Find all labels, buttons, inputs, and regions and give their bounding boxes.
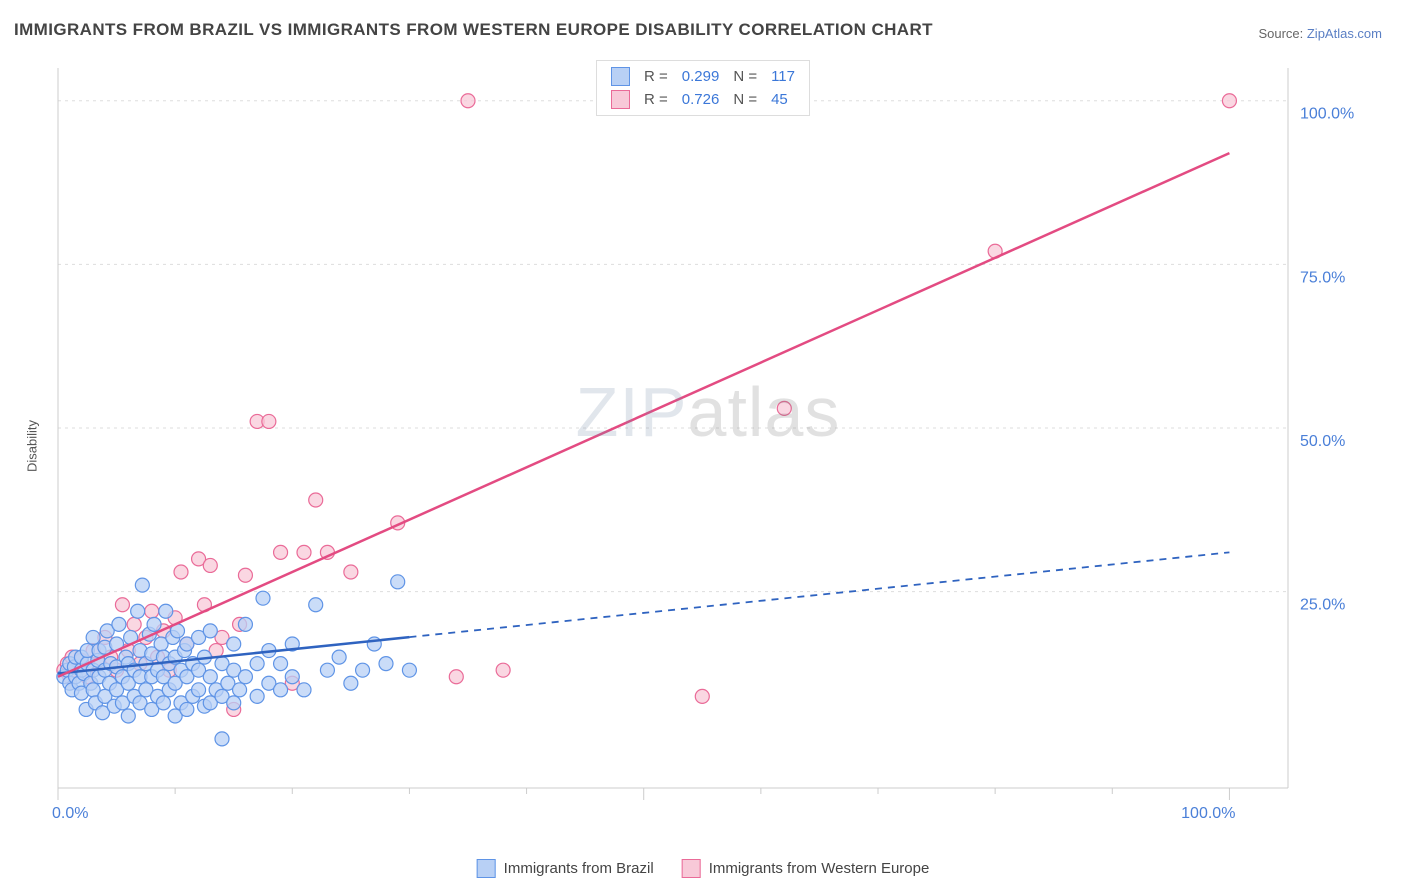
y-tick-label: 25.0% <box>1300 597 1345 614</box>
n-value: 117 <box>771 68 795 85</box>
legend-item: Immigrants from Brazil <box>477 859 654 878</box>
r-label: R = <box>644 91 668 108</box>
legend-swatch <box>682 859 701 878</box>
legend-swatch <box>611 67 630 86</box>
n-value: 45 <box>771 91 788 108</box>
x-tick-label: 0.0% <box>52 805 88 822</box>
source-label: Source: <box>1258 26 1306 41</box>
y-tick-label: 75.0% <box>1300 269 1345 286</box>
legend-row: R = 0.726 N = 45 <box>611 90 795 109</box>
y-axis-label: Disability <box>25 420 40 472</box>
n-label: N = <box>733 68 757 85</box>
y-tick-label: 50.0% <box>1300 433 1345 450</box>
chart-container: IMMIGRANTS FROM BRAZIL VS IMMIGRANTS FRO… <box>0 0 1406 892</box>
r-label: R = <box>644 68 668 85</box>
legend-item: Immigrants from Western Europe <box>682 859 930 878</box>
y-tick-label: 100.0% <box>1300 106 1354 123</box>
r-value: 0.299 <box>682 68 720 85</box>
legend-row: R = 0.299 N = 117 <box>611 67 795 86</box>
legend-swatch <box>611 90 630 109</box>
series-legend: Immigrants from Brazil Immigrants from We… <box>477 859 930 878</box>
source-attribution: Source: ZipAtlas.com <box>1258 26 1382 41</box>
scatter-svg: 25.0% 50.0% 75.0% 100.0% 0.0% 100.0% <box>48 58 1368 828</box>
correlation-legend: R = 0.299 N = 117 R = 0.726 N = 45 <box>596 60 810 116</box>
legend-label: Immigrants from Western Europe <box>709 860 930 877</box>
n-label: N = <box>733 91 757 108</box>
x-tick-label: 100.0% <box>1181 805 1235 822</box>
source-link[interactable]: ZipAtlas.com <box>1307 26 1382 41</box>
r-value: 0.726 <box>682 91 720 108</box>
chart-title: IMMIGRANTS FROM BRAZIL VS IMMIGRANTS FRO… <box>14 20 933 40</box>
plot-area: 25.0%50.0%75.0%100.0%0.0%100.0% ZIPatlas <box>48 58 1368 828</box>
legend-label: Immigrants from Brazil <box>504 860 654 877</box>
legend-swatch <box>477 859 496 878</box>
